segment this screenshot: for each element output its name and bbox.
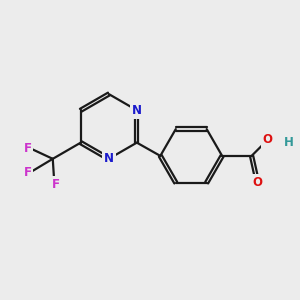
Text: N: N	[132, 104, 142, 117]
Text: O: O	[253, 176, 262, 189]
Text: O: O	[263, 133, 273, 146]
Text: F: F	[52, 178, 60, 191]
Text: F: F	[24, 166, 32, 178]
Text: F: F	[24, 142, 32, 155]
Text: N: N	[104, 152, 114, 165]
Text: H: H	[284, 136, 294, 149]
